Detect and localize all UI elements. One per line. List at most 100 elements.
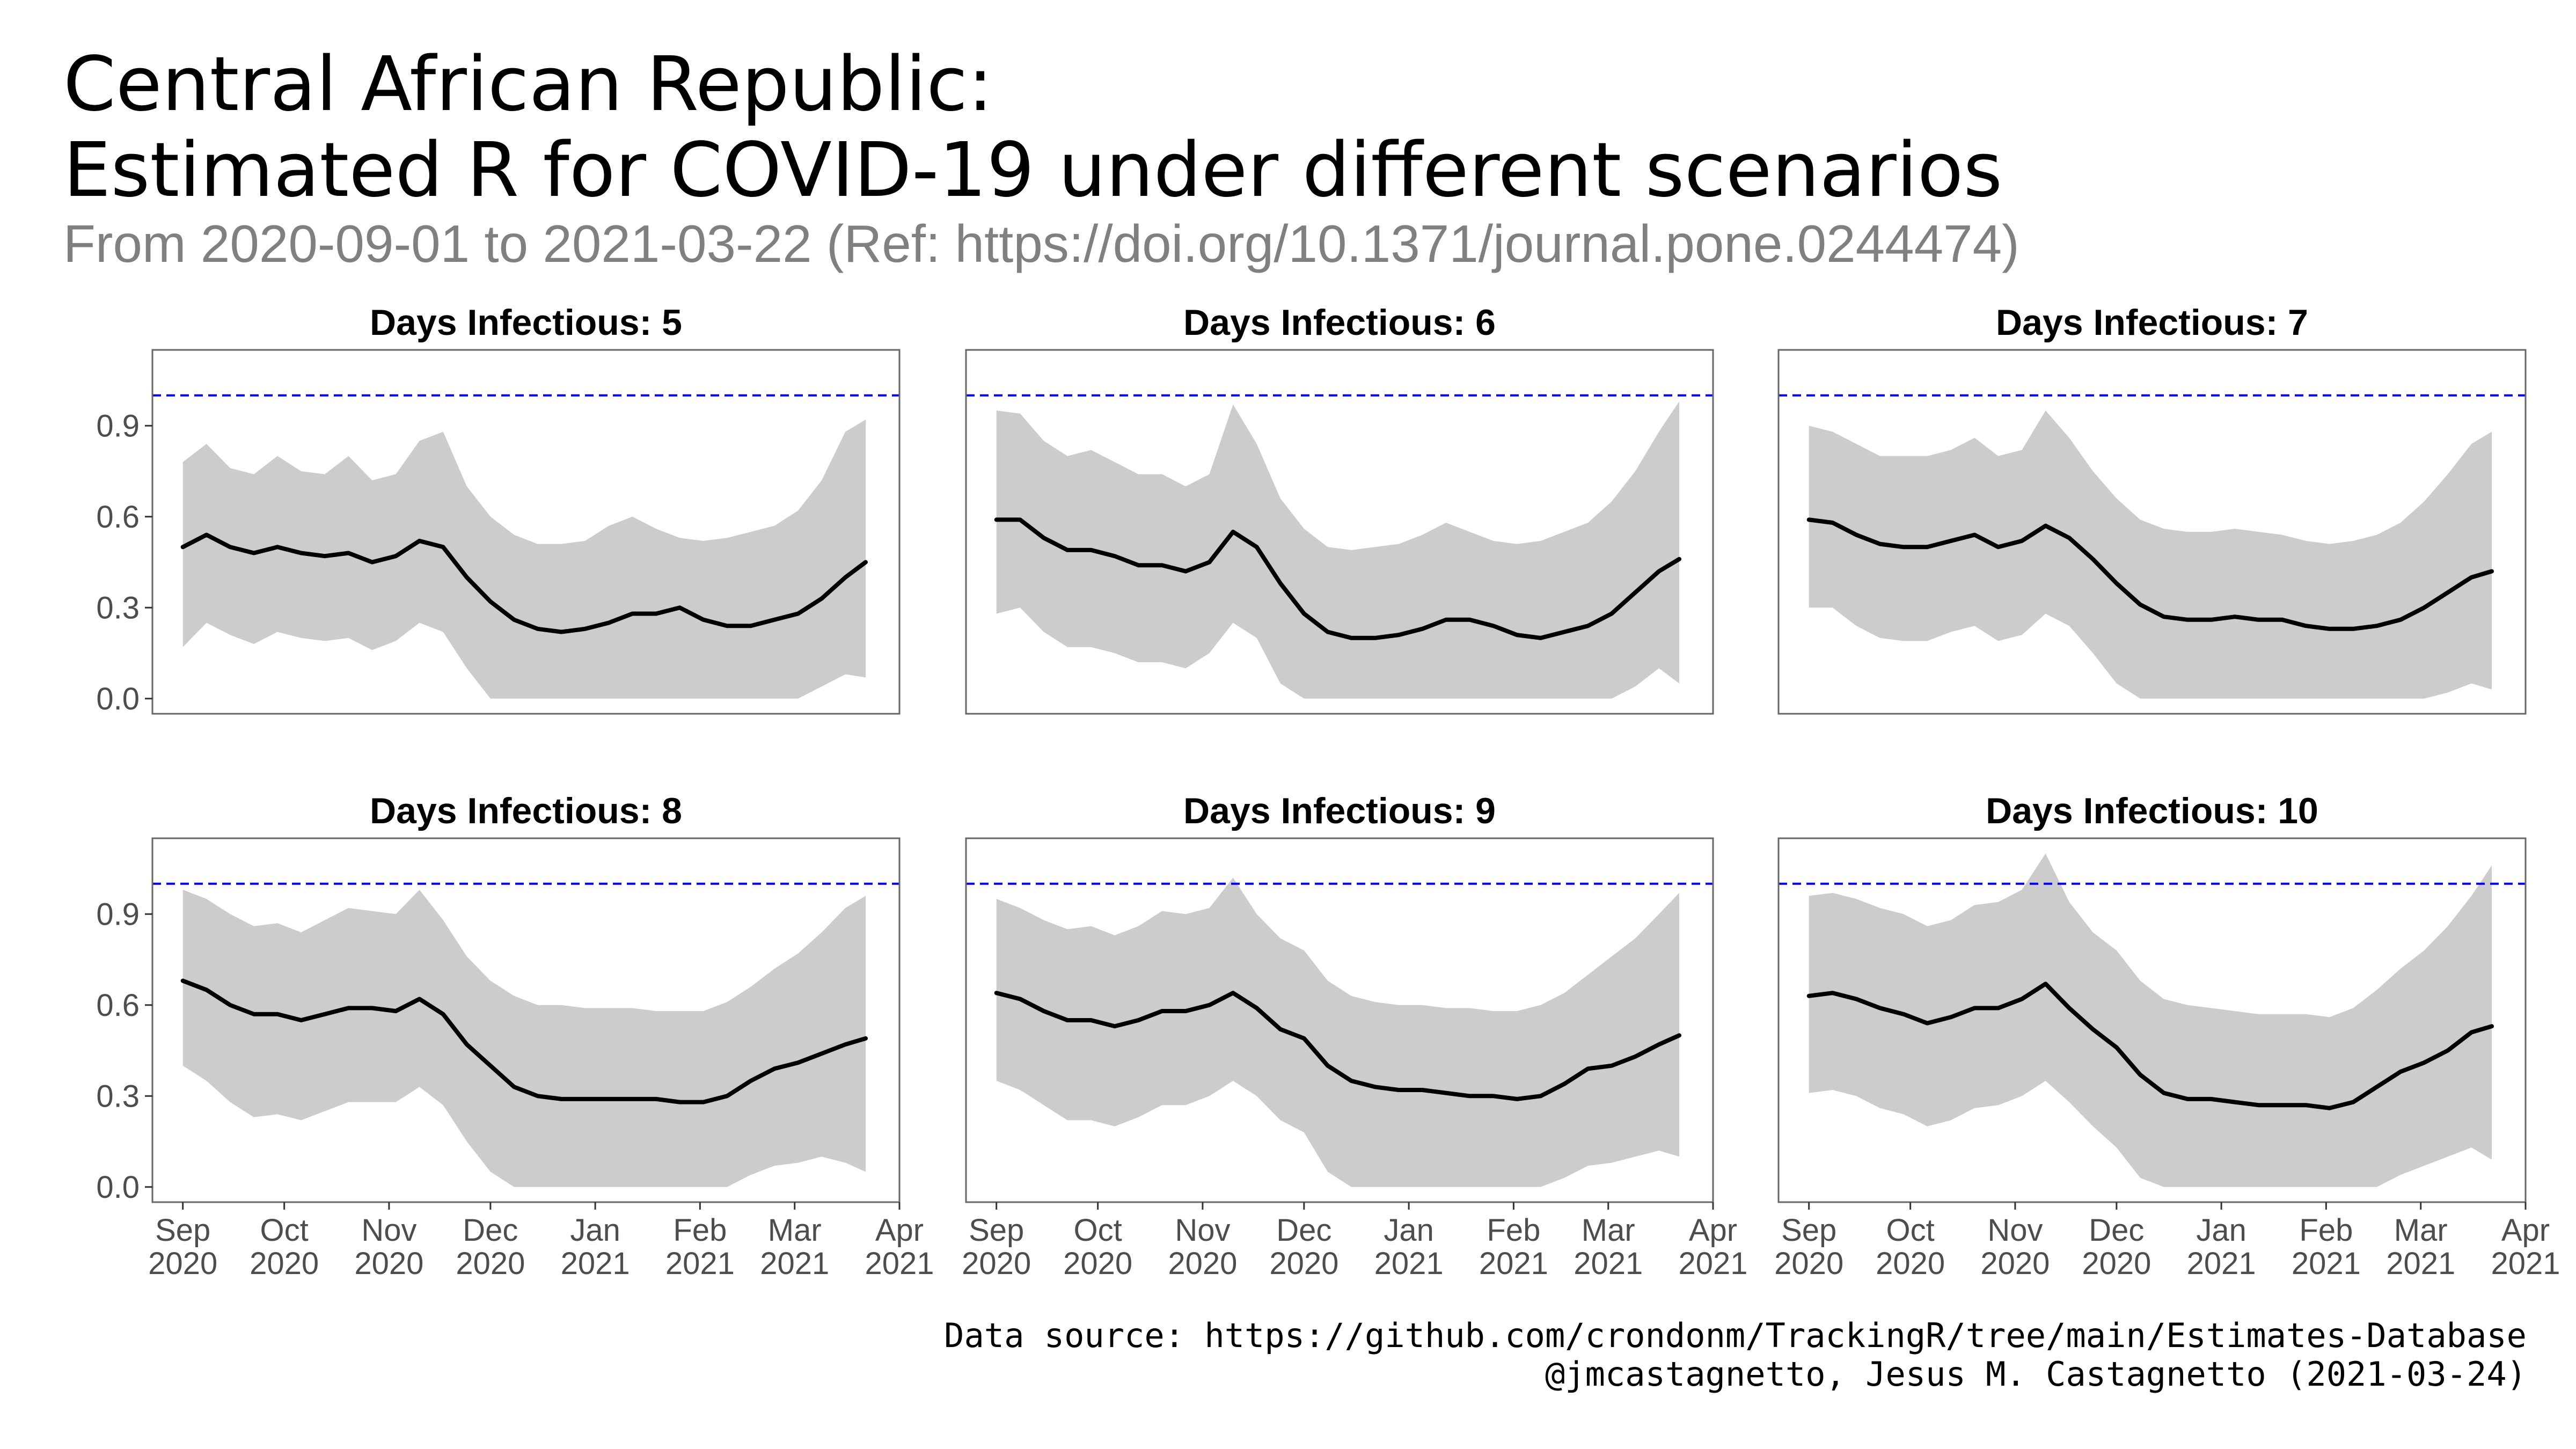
x-tick-label: Nov 2020 [1980,1213,2050,1281]
panel-border [1777,837,2527,1203]
r-estimate-line [180,978,868,1104]
x-tick-label: Dec 2020 [456,1213,525,1281]
x-tick-label: Mar 2021 [2386,1213,2455,1281]
x-tick-label-line: 2021 [2187,1246,2256,1281]
x-tick-label-line: 2021 [1479,1246,1548,1281]
x-tick-label: Mar 2021 [1574,1213,1643,1281]
x-tick-label-line: Oct [1074,1213,1122,1248]
x-tick-label-line: 2020 [1774,1246,1843,1281]
x-tick-label-line: Feb [1487,1213,1540,1248]
r-estimate-line [180,532,868,634]
confidence-band [182,419,866,699]
x-tick-label-line: Mar [1582,1213,1635,1248]
x-tick-label-line: Jan [2196,1213,2246,1248]
panel-title: Days Infectious: 7 [1996,302,2308,343]
panel-border [965,349,1714,715]
x-tick-label: Oct 2020 [250,1213,319,1281]
y-tick-label: 0.0 [96,1170,140,1205]
x-tick-label-line: Sep [969,1213,1024,1248]
y-tick-label: 0.6 [96,500,140,535]
panel-border [151,837,901,1203]
x-tick-label-line: Sep [155,1213,210,1248]
y-tick-label: 0.3 [96,1079,140,1114]
x-tick-label-line: 2020 [1980,1246,2050,1281]
x-tick-label: Feb 2021 [665,1213,735,1281]
y-tick-label: 0.9 [96,897,140,932]
panel-border [965,837,1714,1203]
caption-data-source: Data source: https://github.com/crondonm… [944,1316,2527,1355]
x-tick-label: Apr 2021 [865,1213,934,1281]
x-tick-label-line: Mar [2394,1213,2448,1248]
x-tick-label-line: Nov [1987,1213,2043,1248]
y-tick-label: 0.6 [96,988,140,1023]
x-tick-label-line: 2021 [1374,1246,1444,1281]
x-tick-label-line: 2020 [1063,1246,1132,1281]
y-tick-label: 0.3 [96,590,140,625]
panel-title: Days Infectious: 8 [370,791,682,831]
x-tick-label-line: 2020 [962,1246,1031,1281]
x-tick-label-line: 2020 [354,1246,423,1281]
x-tick-label: Apr 2021 [1678,1213,1747,1281]
chart-subtitle: From 2020-09-01 to 2021-03-22 (Ref: http… [63,214,2019,273]
panel-title: Days Infectious: 6 [1183,302,1496,343]
x-tick-label-line: 2020 [2082,1246,2151,1281]
r-estimate-line [1806,517,2494,631]
x-tick-label-line: 2021 [2491,1246,2560,1281]
x-tick-label-line: 2020 [148,1246,217,1281]
chart-title-line-1: Central African Republic: [63,41,993,128]
x-tick-label: Feb 2021 [2292,1213,2361,1281]
x-tick-label-line: 2021 [2292,1246,2361,1281]
x-tick-label-line: Apr [1689,1213,1737,1248]
panel-title: Days Infectious: 9 [1183,791,1496,831]
x-tick-label-line: 2020 [1269,1246,1338,1281]
confidence-band [182,890,866,1187]
x-tick-label-line: Dec [1276,1213,1331,1248]
x-tick-label: Jan 2021 [2187,1213,2256,1281]
x-tick-label-line: 2020 [456,1246,525,1281]
x-tick-label-line: Oct [260,1213,309,1248]
confidence-band [1809,853,2492,1187]
x-tick-label-line: Feb [673,1213,727,1248]
x-tick-label: Nov 2020 [354,1213,423,1281]
panel-days-6: Days Infectious: 6 [965,302,1714,715]
panel-days-5: Days Infectious: 5 0.0 0.3 0.6 0.9 [96,302,901,716]
x-tick-label-line: Apr [2501,1213,2550,1248]
x-tick-label: Dec 2020 [2082,1213,2151,1281]
x-tick-label-line: Oct [1886,1213,1935,1248]
y-tick-label: 0.0 [96,682,140,716]
x-tick-label-line: Mar [768,1213,822,1248]
x-tick-label: Oct 2020 [1876,1213,1945,1281]
panel-border [1777,349,2527,715]
x-tick-label: Jan 2021 [561,1213,630,1281]
x-tick-label-line: 2020 [1168,1246,1237,1281]
y-tick-label: 0.9 [96,408,140,443]
panel-border [151,349,901,715]
x-tick-label-line: Dec [2089,1213,2144,1248]
x-tick-label: Sep 2020 [148,1213,217,1281]
x-tick-label-line: 2021 [760,1246,829,1281]
caption-author: @jmcastagnetto, Jesus M. Castagnetto (20… [1545,1355,2527,1394]
x-tick-label: Dec 2020 [1269,1213,1338,1281]
x-tick-label: Apr 2021 [2491,1213,2560,1281]
x-tick-label-line: Nov [1175,1213,1230,1248]
x-tick-label: Mar 2021 [760,1213,829,1281]
x-tick-label-line: Dec [463,1213,518,1248]
x-tick-label-line: 2020 [250,1246,319,1281]
r-estimate-line [994,991,1681,1101]
chart-title-line-2: Estimated R for COVID-19 under different… [63,127,2002,214]
panel-title: Days Infectious: 10 [1986,791,2318,831]
x-tick-label-line: 2021 [2386,1246,2455,1281]
x-tick-label-line: 2020 [1876,1246,1945,1281]
x-tick-label: Sep 2020 [1774,1213,1843,1281]
r-estimate-line [1806,982,2494,1110]
confidence-band [996,877,1679,1187]
x-tick-label-line: Feb [2299,1213,2353,1248]
x-tick-label: Nov 2020 [1168,1213,1237,1281]
x-tick-label: Feb 2021 [1479,1213,1548,1281]
x-tick-label-line: 2021 [665,1246,735,1281]
